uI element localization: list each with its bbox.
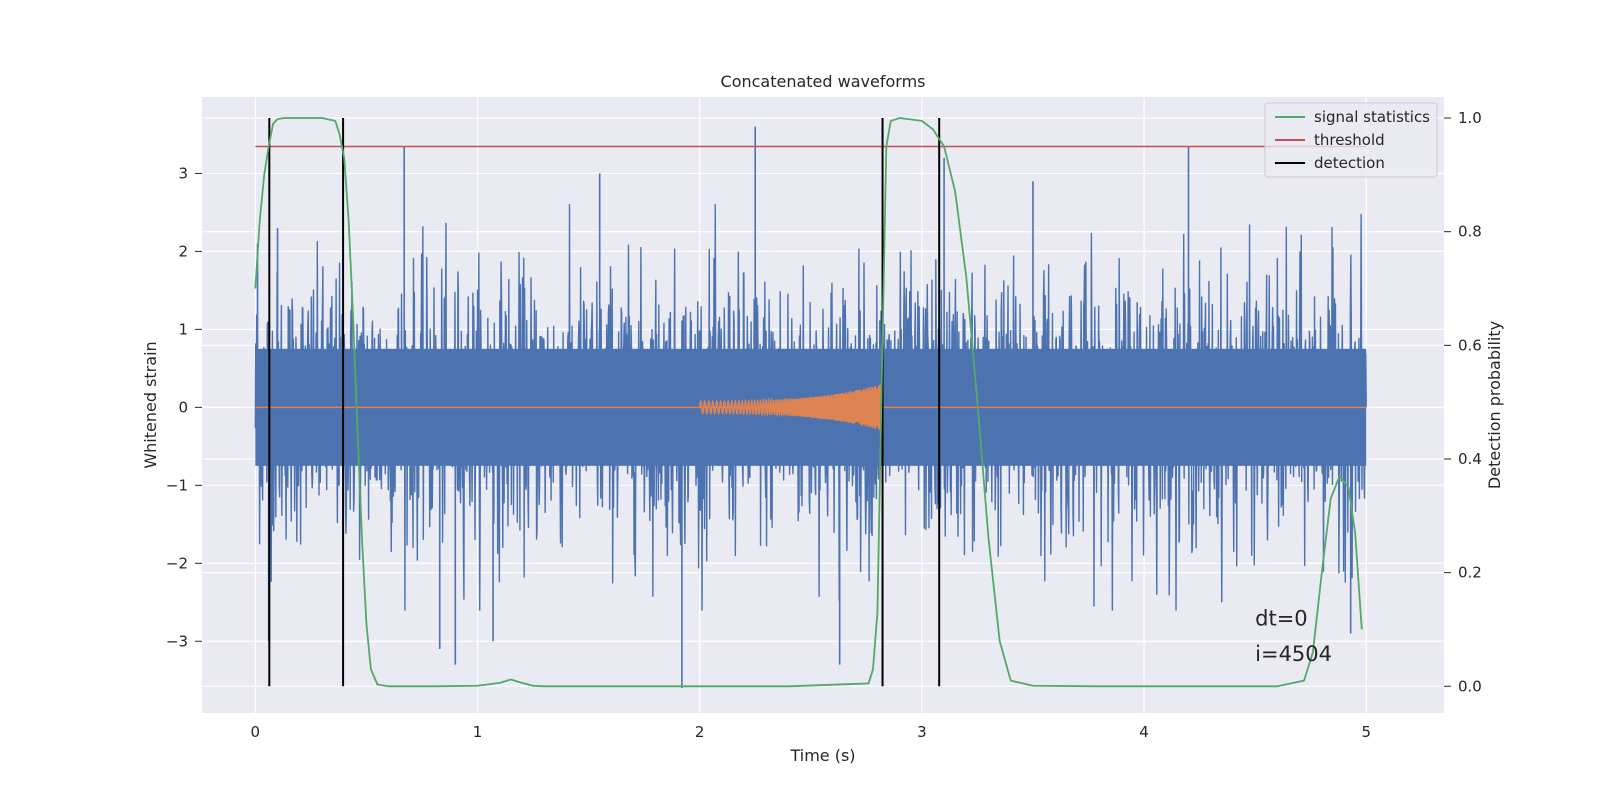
y-axis-label: Whitened strain [141,341,160,468]
left-tick-label: 0 [178,398,188,416]
legend-label: threshold [1314,131,1385,149]
left-tick-label: 1 [178,320,188,338]
right-axis-label: Detection probability [1485,321,1504,489]
injected-signal-trace [698,384,883,431]
x-tick-label: 1 [473,723,483,741]
x-tick-label: 5 [1361,723,1371,741]
right-tick-label: 1.0 [1458,109,1482,127]
injected-signal-series [255,384,1367,431]
annotation-index: i=4504 [1255,642,1332,666]
x-tick-label: 3 [917,723,927,741]
legend-label: signal statistics [1314,108,1430,126]
right-tick-label: 0.2 [1458,564,1482,582]
x-axis-ticks: 0 1 2 3 4 5 [251,723,1371,741]
right-tick-label: 0.8 [1458,223,1482,241]
plot-series [254,117,1367,689]
x-tick-label: 4 [1139,723,1149,741]
signal-statistics-series [254,117,1363,688]
annotation-dt: dt=0 [1255,607,1308,631]
signal-statistics-line [254,117,1363,688]
x-tick-label: 0 [251,723,261,741]
right-tick-label: 0.6 [1458,336,1482,354]
right-tick-label: 0.4 [1458,450,1482,468]
chart-title: Concatenated waveforms [721,72,926,91]
left-axis-ticks: −3 −2 −1 0 1 2 3 [166,164,202,650]
detection-series [268,118,941,687]
left-tick-label: 3 [178,164,188,182]
x-axis-label: Time (s) [789,746,855,765]
right-tick-label: 0.0 [1458,677,1482,695]
x-tick-label: 2 [695,723,705,741]
legend-label: detection [1314,154,1385,172]
left-tick-label: −1 [166,476,188,494]
left-tick-label: −3 [166,632,188,650]
left-tick-label: 2 [178,242,188,260]
legend-box [1264,102,1438,178]
left-tick-label: −2 [166,554,188,572]
right-axis-ticks: 0.0 0.2 0.4 0.6 0.8 1.0 [1444,109,1482,695]
legend: signal statistics threshold detection [1264,102,1438,178]
